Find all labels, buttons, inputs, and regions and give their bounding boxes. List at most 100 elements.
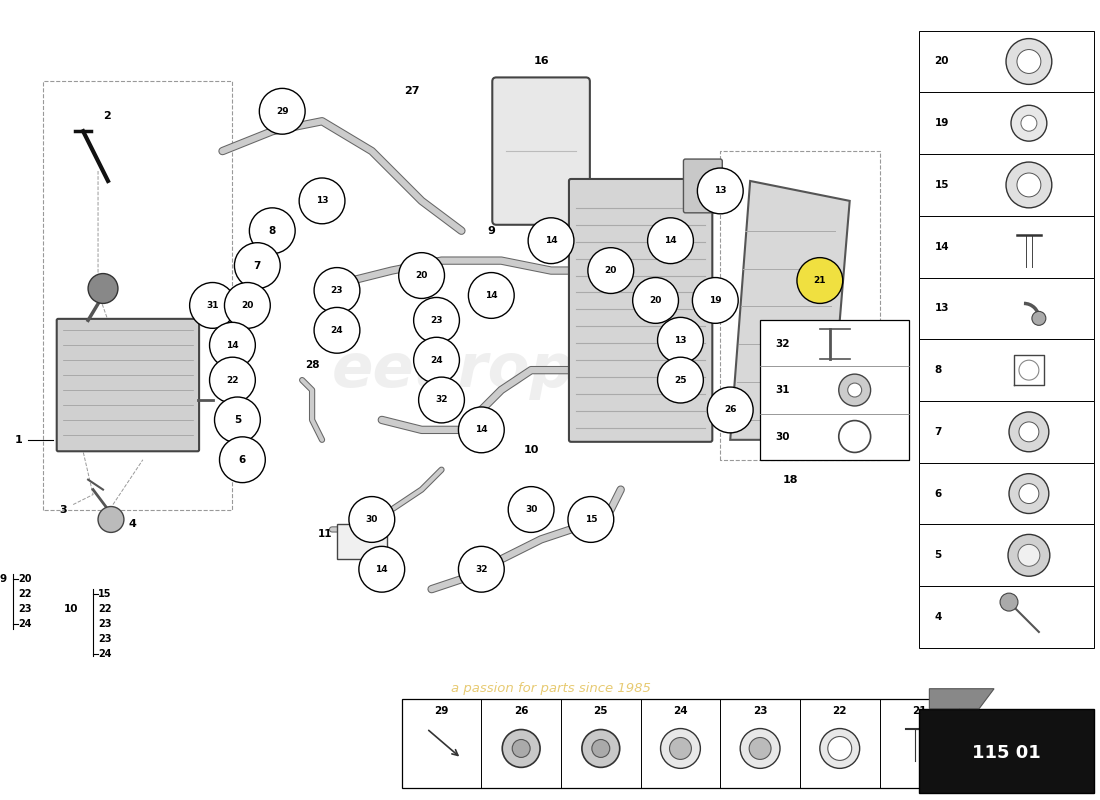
FancyBboxPatch shape xyxy=(920,401,1093,462)
Circle shape xyxy=(250,208,295,254)
Circle shape xyxy=(632,278,679,323)
Text: 14: 14 xyxy=(934,242,949,252)
Circle shape xyxy=(503,730,540,767)
Text: 32: 32 xyxy=(475,565,487,574)
Circle shape xyxy=(1009,412,1048,452)
FancyBboxPatch shape xyxy=(920,278,1093,339)
Text: 14: 14 xyxy=(664,236,676,246)
Circle shape xyxy=(670,738,692,759)
Text: 24: 24 xyxy=(331,326,343,335)
FancyBboxPatch shape xyxy=(493,78,590,225)
Text: 26: 26 xyxy=(724,406,737,414)
Text: 8: 8 xyxy=(268,226,276,236)
Text: 27: 27 xyxy=(404,86,419,96)
Text: 23: 23 xyxy=(331,286,343,295)
Text: 13: 13 xyxy=(934,303,949,314)
Text: 22: 22 xyxy=(833,706,847,716)
Circle shape xyxy=(796,258,843,303)
FancyBboxPatch shape xyxy=(920,525,1093,586)
Text: 20: 20 xyxy=(605,266,617,275)
Text: 12: 12 xyxy=(660,326,675,335)
Circle shape xyxy=(1019,484,1038,503)
Text: 14: 14 xyxy=(544,236,558,246)
Text: 20: 20 xyxy=(934,57,949,66)
Circle shape xyxy=(1019,422,1038,442)
Circle shape xyxy=(1006,38,1052,84)
Circle shape xyxy=(189,282,235,328)
Circle shape xyxy=(214,397,261,443)
FancyBboxPatch shape xyxy=(402,698,959,788)
Text: 20: 20 xyxy=(649,296,662,305)
Polygon shape xyxy=(930,689,994,709)
Text: 10: 10 xyxy=(64,604,78,614)
Circle shape xyxy=(209,322,255,368)
FancyBboxPatch shape xyxy=(569,179,713,442)
Circle shape xyxy=(839,421,870,453)
Text: 14: 14 xyxy=(485,291,497,300)
Text: 18: 18 xyxy=(782,474,797,485)
FancyBboxPatch shape xyxy=(57,319,199,451)
Text: 16: 16 xyxy=(534,57,549,66)
Text: 25: 25 xyxy=(674,375,686,385)
Circle shape xyxy=(582,730,619,767)
Text: 24: 24 xyxy=(673,706,688,716)
Circle shape xyxy=(1008,534,1049,576)
Circle shape xyxy=(1006,162,1052,208)
Circle shape xyxy=(98,506,124,533)
Circle shape xyxy=(568,497,614,542)
FancyBboxPatch shape xyxy=(920,462,1093,525)
Circle shape xyxy=(848,383,861,397)
Text: a passion for parts since 1985: a passion for parts since 1985 xyxy=(451,682,651,695)
Circle shape xyxy=(315,267,360,314)
Text: 14: 14 xyxy=(227,341,239,350)
Text: 22: 22 xyxy=(98,604,111,614)
Text: 2: 2 xyxy=(103,111,111,122)
Circle shape xyxy=(1018,544,1040,566)
Text: 26: 26 xyxy=(514,706,528,716)
Text: 32: 32 xyxy=(436,395,448,405)
Text: 14: 14 xyxy=(475,426,487,434)
FancyBboxPatch shape xyxy=(683,159,723,213)
Text: 17: 17 xyxy=(581,303,591,318)
Text: 4: 4 xyxy=(129,519,136,530)
Circle shape xyxy=(315,307,360,354)
Text: 24: 24 xyxy=(98,649,111,659)
Text: 14: 14 xyxy=(375,565,388,574)
Text: 8: 8 xyxy=(934,365,942,375)
Circle shape xyxy=(658,318,703,363)
Circle shape xyxy=(299,178,345,224)
Circle shape xyxy=(839,374,870,406)
Text: 29: 29 xyxy=(276,106,288,116)
Text: 9: 9 xyxy=(487,226,495,236)
Text: 31: 31 xyxy=(776,385,790,395)
Circle shape xyxy=(1021,115,1037,131)
FancyBboxPatch shape xyxy=(920,30,1093,92)
Circle shape xyxy=(592,739,609,758)
Circle shape xyxy=(398,253,444,298)
Text: 31: 31 xyxy=(207,301,219,310)
Text: 115 01: 115 01 xyxy=(972,745,1041,762)
FancyBboxPatch shape xyxy=(920,216,1093,278)
Text: 13: 13 xyxy=(316,196,328,206)
Circle shape xyxy=(1009,474,1048,514)
Circle shape xyxy=(513,739,530,758)
Text: 23: 23 xyxy=(98,634,111,644)
Text: 6: 6 xyxy=(934,489,942,498)
Circle shape xyxy=(1000,593,1018,611)
Text: 23: 23 xyxy=(752,706,768,716)
Circle shape xyxy=(697,168,744,214)
Circle shape xyxy=(220,437,265,482)
Text: 29: 29 xyxy=(434,706,449,716)
Text: 30: 30 xyxy=(776,431,790,442)
Circle shape xyxy=(658,357,703,403)
Text: 3: 3 xyxy=(59,505,67,514)
Text: 20: 20 xyxy=(241,301,254,310)
Circle shape xyxy=(459,407,504,453)
Text: 10: 10 xyxy=(524,445,539,454)
Circle shape xyxy=(528,218,574,264)
Text: 5: 5 xyxy=(234,415,241,425)
Circle shape xyxy=(587,248,634,294)
Circle shape xyxy=(459,546,504,592)
Text: 4: 4 xyxy=(934,612,942,622)
Text: 7: 7 xyxy=(254,261,261,270)
